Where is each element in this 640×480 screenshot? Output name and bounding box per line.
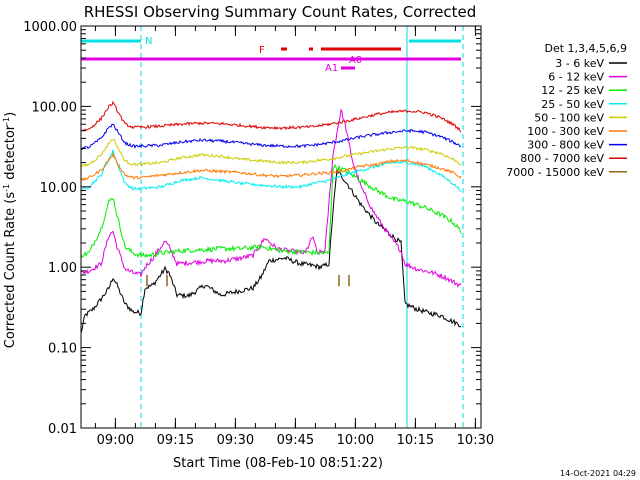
svg-text:Corrected Count Rate (s-1 dete: Corrected Count Rate (s-1 detector-1) <box>2 112 18 348</box>
series-line-2 <box>80 163 462 259</box>
y-tick-label: 0.01 <box>48 422 77 437</box>
legend-label: 3 - 6 keV <box>555 57 604 70</box>
x-tick-label: 10:30 <box>457 433 494 448</box>
legend-label: 12 - 25 keV <box>541 84 604 97</box>
flag-a0-label: A0 <box>349 55 362 66</box>
y-axis-label: Corrected Count Rate (s-1 detector-1) <box>2 112 18 348</box>
axes: 1000.00 100.00 10.00 1.00 0.10 0.01 09:00 09:15… <box>23 20 494 448</box>
series-line-4 <box>80 139 462 168</box>
x-tick-label: 09:30 <box>217 433 254 448</box>
legend-label: 100 - 300 keV <box>527 125 604 138</box>
x-axis-label: Start Time (08-Feb-10 08:51:22) <box>173 456 383 471</box>
series-line-3 <box>80 149 462 193</box>
legend-label: 25 - 50 keV <box>541 98 604 111</box>
plot-frame <box>80 25 482 429</box>
series-line-1 <box>80 108 462 288</box>
legend-label: 300 - 800 keV <box>527 139 604 152</box>
legend-label: 7000 - 15000 keV <box>506 166 604 179</box>
plot-area: N F A0 A1 <box>80 26 464 428</box>
series-line-7 <box>80 100 462 133</box>
legend-label: 800 - 7000 keV <box>520 152 604 165</box>
legend-label: 50 - 100 keV <box>534 111 604 124</box>
y-tick-label: 1.00 <box>48 261 77 276</box>
series-line-0 <box>80 169 462 333</box>
x-tick-label: 10:15 <box>397 433 434 448</box>
x-tick-label: 09:15 <box>157 433 194 448</box>
flag-f-label: F <box>259 45 265 56</box>
legend-label: 6 - 12 keV <box>548 71 604 84</box>
x-tick-label: 09:00 <box>97 433 134 448</box>
y-tick-label: 10.00 <box>40 181 77 196</box>
legend-title: Det 1,3,4,5,6,9 <box>544 42 627 55</box>
x-tick-label: 10:00 <box>337 433 374 448</box>
y-tick-label: 0.10 <box>48 342 77 357</box>
x-tick-label: 09:45 <box>277 433 314 448</box>
y-tick-label: 1000.00 <box>23 20 77 35</box>
footer-timestamp: 14-Oct-2021 04:29 <box>560 469 636 478</box>
series-line-5 <box>80 151 462 182</box>
flag-n-label: N <box>145 36 152 47</box>
series-line-6 <box>80 123 462 151</box>
flag-a1-label: A1 <box>325 63 338 74</box>
chart-title: RHESSI Observing Summary Count Rates, Co… <box>84 3 477 21</box>
y-tick-label: 100.00 <box>32 100 78 115</box>
